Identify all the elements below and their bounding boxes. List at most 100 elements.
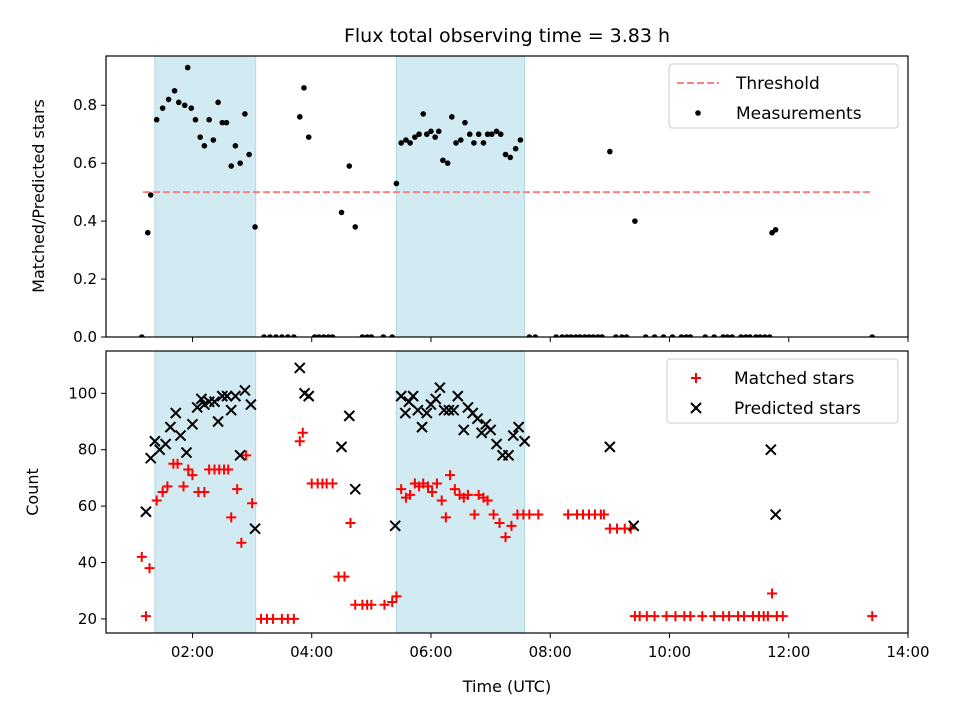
data-point (431, 478, 442, 489)
data-point (329, 334, 336, 337)
data-point (590, 334, 596, 337)
data-point (424, 131, 430, 138)
data-point (564, 334, 570, 337)
data-point (181, 102, 188, 109)
data-point (512, 145, 519, 152)
data-point (346, 163, 353, 169)
data-point (187, 470, 198, 481)
data-point (440, 512, 451, 523)
data-point (598, 509, 609, 520)
data-point (325, 334, 332, 337)
data-point (494, 518, 505, 529)
data-point (457, 137, 464, 143)
top-panel: 0.0 0.2 0.4 0.6 0.8 Threshold Measurements (73, 55, 909, 346)
data-point (245, 398, 257, 411)
data-point (502, 449, 515, 462)
data-point (183, 464, 194, 475)
data-point (407, 390, 419, 402)
data-point (285, 334, 291, 337)
data-point (228, 163, 235, 169)
top-y-tick-label: 0.8 (73, 96, 97, 114)
data-point (772, 227, 779, 233)
data-point (453, 140, 459, 146)
data-point (159, 105, 166, 111)
bottom-y-axis-label: Count (23, 468, 42, 516)
data-point (678, 334, 685, 337)
data-point (288, 613, 299, 624)
data-point (747, 334, 753, 337)
data-point (559, 334, 565, 337)
x-tick-label: 10:00 (648, 643, 691, 661)
data-point (434, 381, 446, 394)
data-point (311, 334, 318, 337)
data-point (216, 390, 228, 402)
data-point (407, 140, 413, 146)
data-point (366, 599, 377, 610)
data-point (649, 611, 660, 622)
data-point (445, 470, 456, 481)
data-point (178, 481, 189, 492)
data-point (364, 334, 370, 337)
data-point (475, 427, 488, 439)
data-point (449, 114, 455, 120)
data-point (261, 334, 267, 337)
data-point (403, 137, 409, 143)
data-point (766, 334, 773, 337)
data-point (506, 520, 517, 531)
data-point (339, 571, 350, 582)
bottom-series-matched-stars (136, 427, 878, 624)
data-point (391, 591, 402, 602)
data-point (449, 484, 460, 495)
data-point (191, 401, 203, 414)
legend-label: Matched stars (734, 369, 854, 389)
data-point (399, 407, 412, 419)
data-point (720, 334, 726, 337)
data-point (249, 522, 261, 535)
data-point (162, 481, 173, 492)
data-point (440, 157, 446, 164)
data-point (301, 85, 307, 91)
data-point (502, 151, 509, 158)
data-point (297, 427, 308, 438)
data-point (389, 334, 396, 337)
data-point (316, 334, 322, 337)
data-point (526, 334, 533, 337)
data-point (685, 611, 696, 622)
legend-label: Measurements (736, 104, 862, 124)
data-point (138, 334, 145, 337)
data-point (379, 599, 390, 610)
data-point (462, 489, 473, 500)
data-point (518, 435, 531, 447)
data-point (246, 151, 252, 158)
data-point (223, 464, 234, 475)
bottom-legend-box (666, 358, 899, 424)
legend-swatch (691, 373, 701, 383)
data-point (165, 96, 172, 103)
data-point (164, 421, 177, 433)
data-point (186, 418, 199, 431)
data-point (702, 334, 709, 337)
data-point (352, 224, 359, 230)
data-point (380, 334, 387, 337)
data-point (144, 563, 155, 574)
data-point (709, 611, 720, 622)
data-point (739, 611, 750, 622)
data-point (488, 131, 495, 138)
top-plot-area (138, 64, 876, 337)
data-point (180, 446, 193, 459)
data-point (267, 334, 273, 337)
data-point (435, 128, 442, 135)
data-point (327, 478, 338, 489)
data-point (421, 407, 433, 419)
data-point (221, 390, 233, 402)
data-point (480, 140, 487, 146)
data-point (573, 334, 579, 337)
data-point (469, 509, 480, 520)
data-point (568, 334, 574, 337)
data-point (777, 611, 788, 622)
data-point (687, 334, 694, 337)
data-point (349, 483, 361, 495)
bottom-panel: 20 40 60 80 100 02:00 04:00 06:00 08:00 10:00 12:0… (68, 350, 930, 661)
data-point (145, 452, 157, 464)
